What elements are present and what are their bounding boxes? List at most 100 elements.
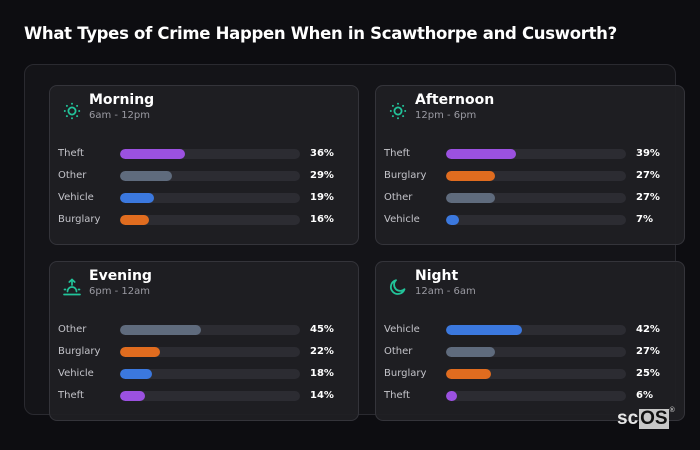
- bar-list: Other 45% Burglary 22% Vehicle 18% Theft…: [58, 323, 353, 411]
- bar-fill: [446, 347, 495, 357]
- bar-value: 7%: [636, 214, 653, 225]
- bar-track: [120, 325, 300, 335]
- bar-list: Theft 39% Burglary 27% Other 27% Vehicle…: [384, 147, 679, 235]
- bar-value: 6%: [636, 390, 653, 401]
- bar-label: Theft: [384, 390, 410, 401]
- card-evening: Evening 6pm - 12am Other 45% Burglary 22…: [49, 261, 359, 421]
- bar-row: Other 27%: [384, 345, 679, 367]
- bar-label: Vehicle: [384, 324, 420, 335]
- bar-label: Theft: [58, 148, 84, 159]
- bar-value: 36%: [310, 148, 334, 159]
- bar-value: 27%: [636, 192, 660, 203]
- bar-fill: [120, 369, 153, 379]
- registered-mark: ®: [669, 407, 675, 414]
- moon-icon: [388, 277, 408, 297]
- bar-label: Burglary: [58, 214, 101, 225]
- page-title: What Types of Crime Happen When in Scawt…: [24, 24, 617, 43]
- bar-value: 27%: [636, 346, 660, 357]
- bar-row: Theft 14%: [58, 389, 353, 411]
- bar-fill: [446, 325, 522, 335]
- bar-label: Burglary: [384, 170, 427, 181]
- bar-list: Theft 36% Other 29% Vehicle 19% Burglary…: [58, 147, 353, 235]
- bar-fill: [120, 215, 149, 225]
- bar-fill: [120, 193, 155, 203]
- bar-list: Vehicle 42% Other 27% Burglary 25% Theft…: [384, 323, 679, 411]
- bar-track: [446, 325, 626, 335]
- bar-track: [120, 193, 300, 203]
- scos-logo: sc OS ®: [617, 407, 675, 429]
- bar-row: Theft 36%: [58, 147, 353, 169]
- bar-label: Vehicle: [384, 214, 420, 225]
- bar-row: Other 27%: [384, 191, 679, 213]
- bar-label: Burglary: [384, 368, 427, 379]
- bar-fill: [446, 391, 457, 401]
- bar-value: 18%: [310, 368, 334, 379]
- bar-value: 22%: [310, 346, 334, 357]
- bar-value: 45%: [310, 324, 334, 335]
- bar-value: 29%: [310, 170, 334, 181]
- card-title: Morning: [89, 92, 155, 108]
- bar-row: Burglary 27%: [384, 169, 679, 191]
- bar-fill: [446, 171, 495, 181]
- bar-fill: [120, 347, 160, 357]
- bar-label: Theft: [58, 390, 84, 401]
- card-night: Night 12am - 6am Vehicle 42% Other 27% B…: [375, 261, 685, 421]
- bar-label: Other: [58, 170, 87, 181]
- sun-icon: [62, 101, 82, 121]
- bar-track: [120, 215, 300, 225]
- bar-label: Burglary: [58, 346, 101, 357]
- card-title: Night: [415, 268, 459, 284]
- bar-track: [446, 193, 626, 203]
- logo-sc: sc: [617, 408, 639, 429]
- bar-label: Other: [384, 346, 413, 357]
- logo-os: OS: [639, 408, 669, 429]
- bar-track: [120, 391, 300, 401]
- bar-value: 19%: [310, 192, 334, 203]
- bar-track: [120, 347, 300, 357]
- bar-fill: [120, 391, 146, 401]
- bar-row: Burglary 16%: [58, 213, 353, 235]
- card-afternoon: Afternoon 12pm - 6pm Theft 39% Burglary …: [375, 85, 685, 245]
- bar-value: 16%: [310, 214, 334, 225]
- bar-value: 42%: [636, 324, 660, 335]
- card-time-range: 12am - 6am: [415, 286, 476, 297]
- bar-row: Vehicle 7%: [384, 213, 679, 235]
- bar-value: 39%: [636, 148, 660, 159]
- bar-value: 14%: [310, 390, 334, 401]
- bar-track: [120, 149, 300, 159]
- bar-fill: [120, 171, 173, 181]
- bar-value: 25%: [636, 368, 660, 379]
- bar-fill: [446, 149, 517, 159]
- card-time-range: 6pm - 12am: [89, 286, 151, 297]
- bar-row: Burglary 25%: [384, 367, 679, 389]
- sun-icon: [388, 101, 408, 121]
- bar-track: [120, 171, 300, 181]
- bar-fill: [120, 149, 185, 159]
- bar-row: Vehicle 19%: [58, 191, 353, 213]
- bar-fill: [446, 369, 491, 379]
- bar-value: 27%: [636, 170, 660, 181]
- bar-row: Vehicle 42%: [384, 323, 679, 345]
- bar-row: Other 29%: [58, 169, 353, 191]
- bar-row: Theft 6%: [384, 389, 679, 411]
- card-morning: Morning 6am - 12pm Theft 36% Other 29% V…: [49, 85, 359, 245]
- card-time-range: 12pm - 6pm: [415, 110, 477, 121]
- bar-label: Vehicle: [58, 192, 94, 203]
- bar-track: [446, 391, 626, 401]
- bar-fill: [120, 325, 201, 335]
- card-title: Evening: [89, 268, 152, 284]
- card-title: Afternoon: [415, 92, 495, 108]
- bar-track: [446, 215, 626, 225]
- bar-fill: [446, 193, 495, 203]
- bar-row: Other 45%: [58, 323, 353, 345]
- bar-row: Burglary 22%: [58, 345, 353, 367]
- bar-track: [446, 149, 626, 159]
- bar-track: [446, 171, 626, 181]
- bar-row: Vehicle 18%: [58, 367, 353, 389]
- bar-label: Vehicle: [58, 368, 94, 379]
- bar-row: Theft 39%: [384, 147, 679, 169]
- bar-label: Theft: [384, 148, 410, 159]
- bar-label: Other: [384, 192, 413, 203]
- bar-fill: [446, 215, 459, 225]
